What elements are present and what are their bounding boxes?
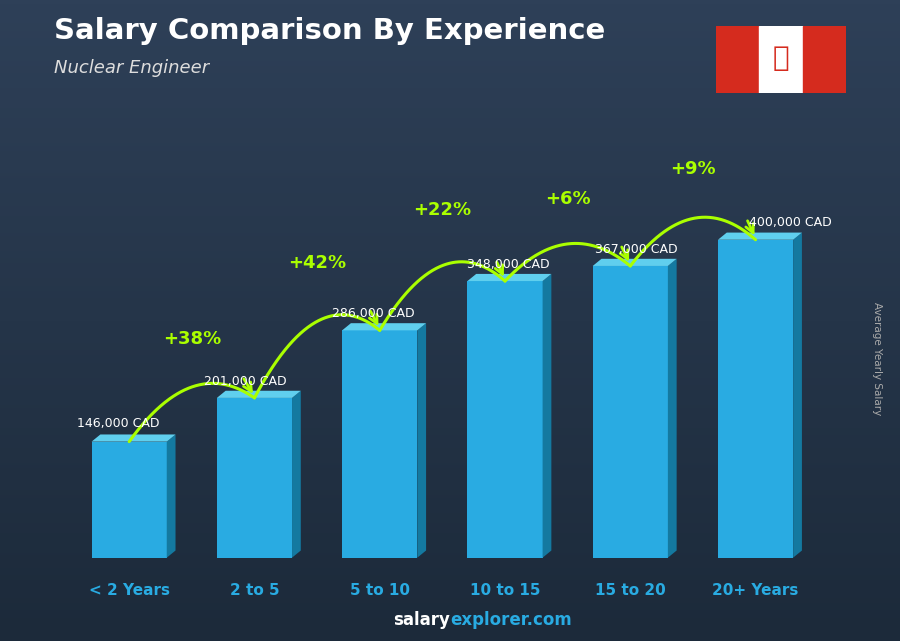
Text: 201,000 CAD: 201,000 CAD — [204, 374, 287, 388]
Text: 20+ Years: 20+ Years — [713, 583, 799, 598]
Polygon shape — [292, 391, 301, 558]
Text: +9%: +9% — [670, 160, 716, 178]
Bar — [92, 442, 166, 558]
Text: +38%: +38% — [163, 330, 220, 348]
Polygon shape — [418, 323, 426, 558]
Text: 367,000 CAD: 367,000 CAD — [595, 243, 678, 256]
Text: Nuclear Engineer: Nuclear Engineer — [54, 59, 209, 77]
Text: explorer.com: explorer.com — [450, 612, 572, 629]
Text: salary: salary — [393, 612, 450, 629]
Polygon shape — [217, 391, 301, 398]
Polygon shape — [793, 233, 802, 558]
Bar — [342, 330, 418, 558]
Text: 5 to 10: 5 to 10 — [350, 583, 410, 598]
Polygon shape — [668, 259, 677, 558]
Polygon shape — [543, 274, 552, 558]
Text: +42%: +42% — [288, 254, 346, 272]
Polygon shape — [166, 435, 176, 558]
Text: 286,000 CAD: 286,000 CAD — [332, 307, 415, 320]
Text: 348,000 CAD: 348,000 CAD — [467, 258, 550, 271]
Polygon shape — [92, 435, 176, 442]
Text: +6%: +6% — [544, 190, 590, 208]
Text: 146,000 CAD: 146,000 CAD — [76, 417, 159, 431]
Bar — [718, 240, 793, 558]
Text: 🍁: 🍁 — [772, 44, 789, 72]
Polygon shape — [342, 323, 426, 330]
Bar — [803, 26, 846, 93]
Bar — [716, 26, 759, 93]
Text: 15 to 20: 15 to 20 — [595, 583, 666, 598]
Bar — [593, 266, 668, 558]
Text: +22%: +22% — [413, 201, 472, 219]
Bar — [217, 398, 292, 558]
Text: 400,000 CAD: 400,000 CAD — [750, 217, 832, 229]
Polygon shape — [467, 274, 552, 281]
Polygon shape — [593, 259, 677, 266]
Bar — [467, 281, 543, 558]
Text: < 2 Years: < 2 Years — [89, 583, 170, 598]
Bar — [759, 26, 803, 93]
Polygon shape — [718, 233, 802, 240]
Text: Salary Comparison By Experience: Salary Comparison By Experience — [54, 17, 605, 45]
Text: 10 to 15: 10 to 15 — [470, 583, 540, 598]
Text: 2 to 5: 2 to 5 — [230, 583, 279, 598]
Text: Average Yearly Salary: Average Yearly Salary — [872, 303, 883, 415]
